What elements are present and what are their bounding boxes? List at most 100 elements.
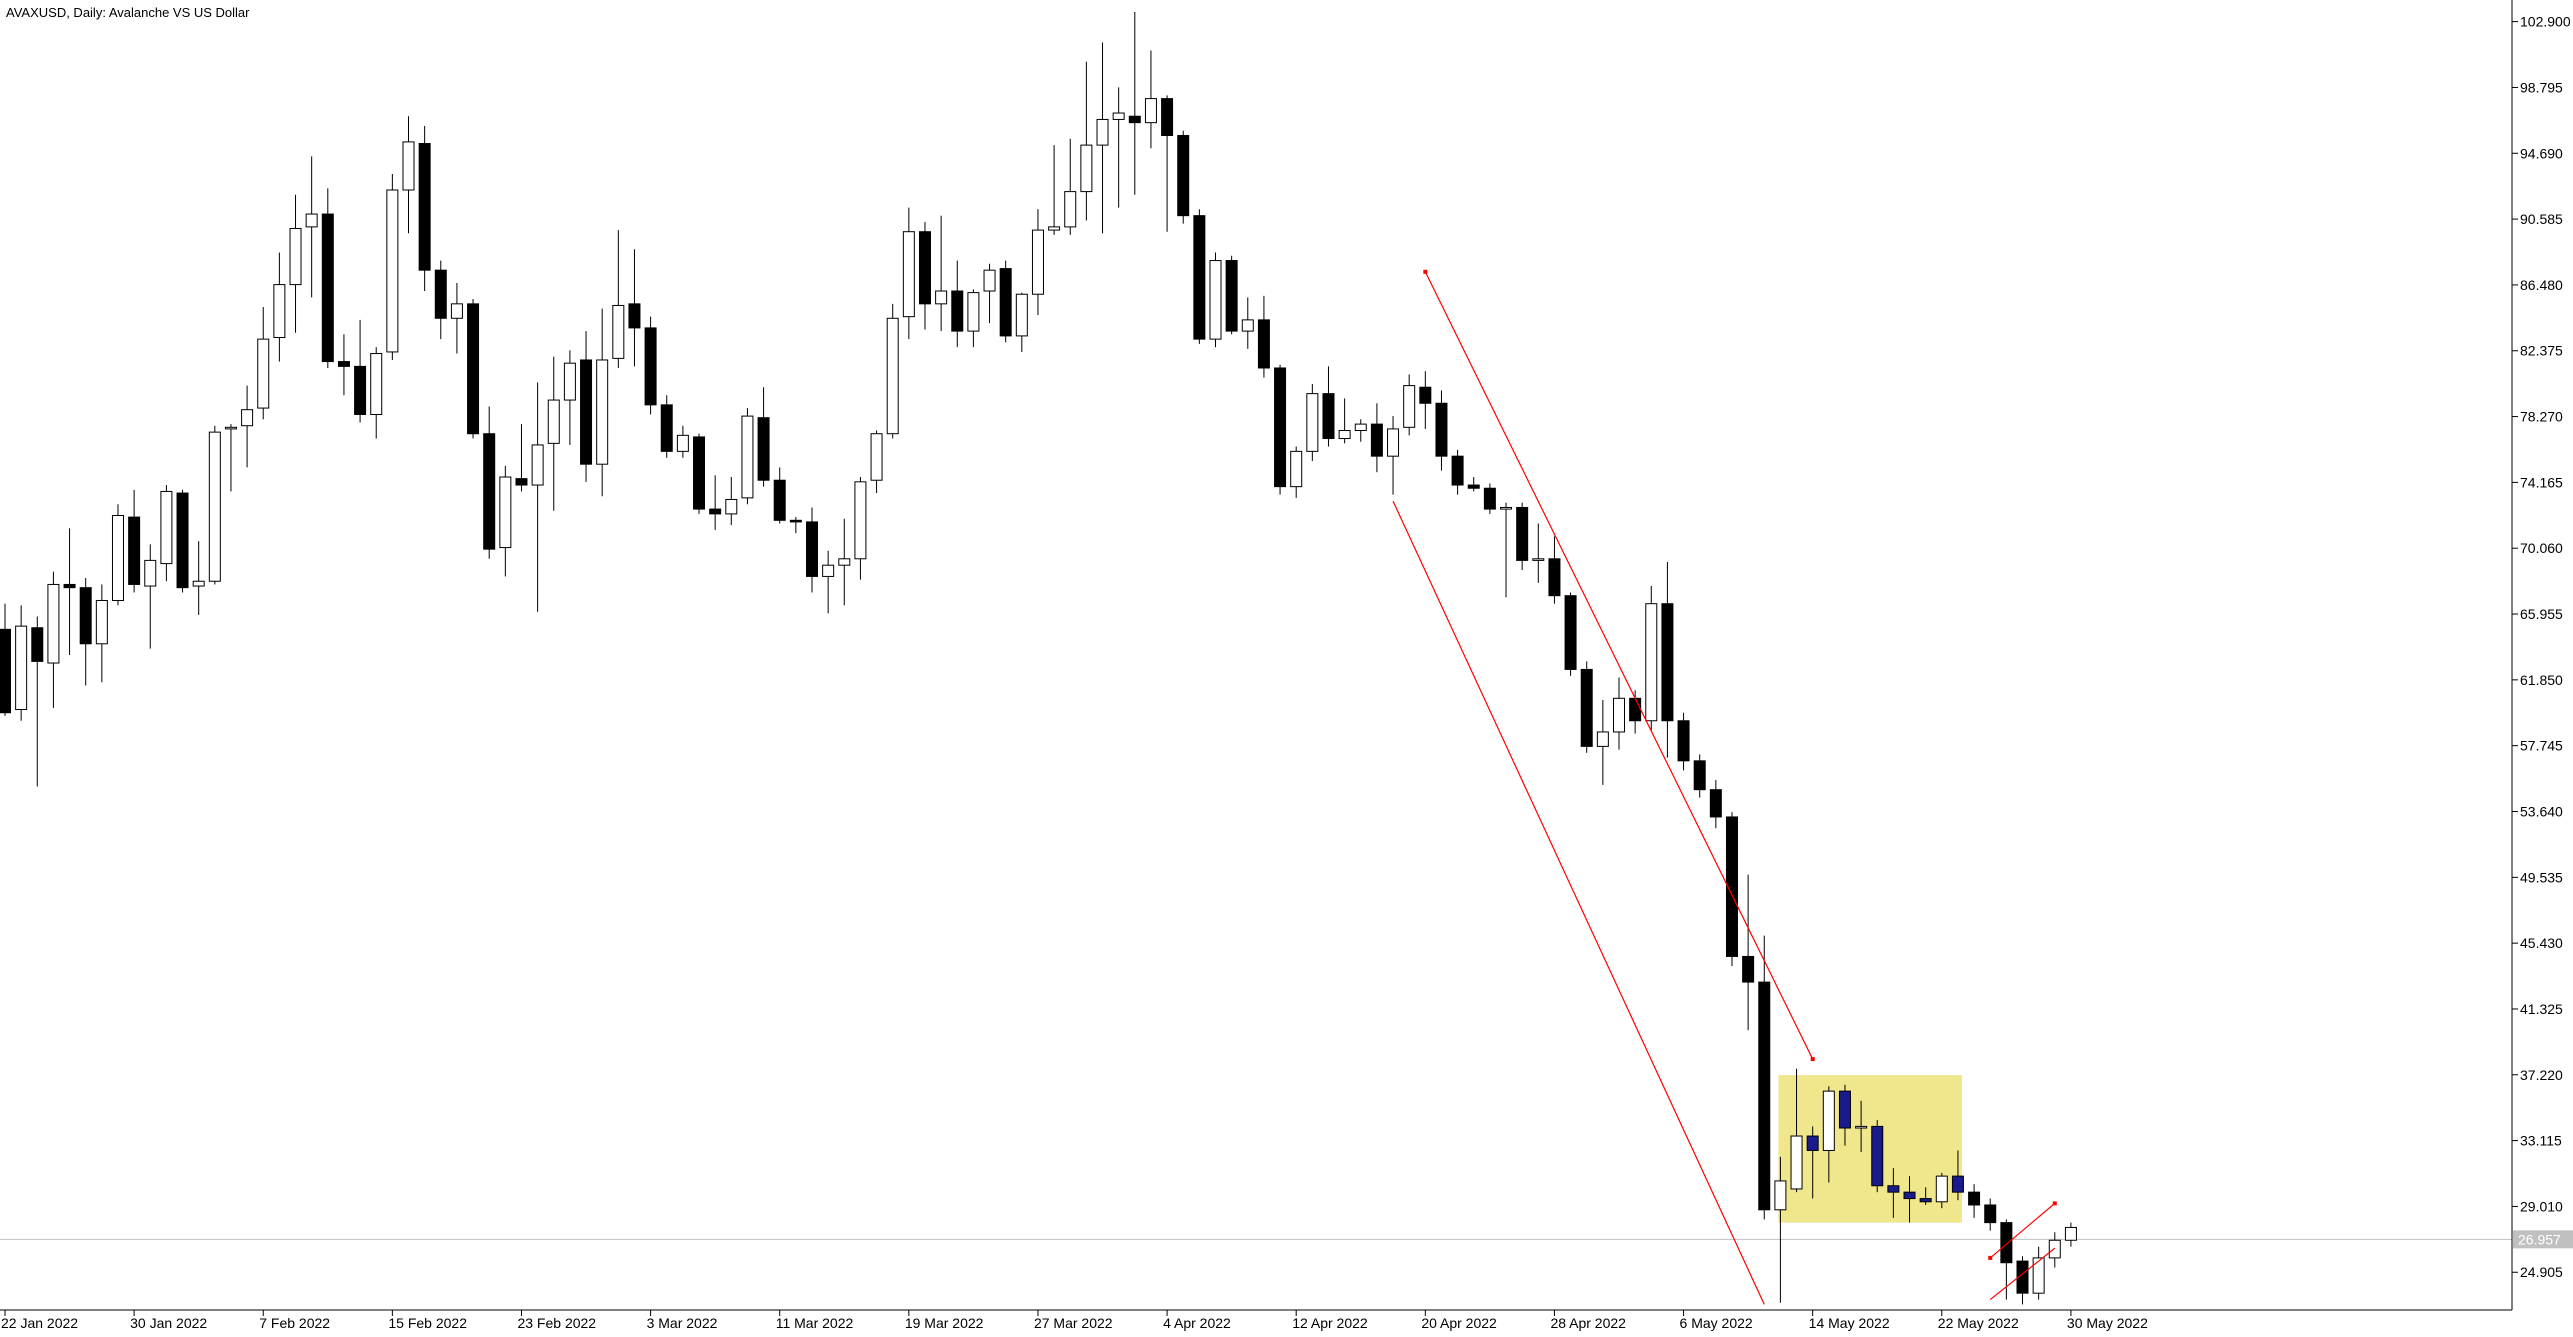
- candle[interactable]: [806, 507, 818, 593]
- candle[interactable]: [1677, 712, 1690, 771]
- candle[interactable]: [902, 207, 915, 340]
- candle[interactable]: [1128, 12, 1141, 195]
- candle[interactable]: [741, 408, 754, 505]
- candle[interactable]: [580, 331, 593, 482]
- candle[interactable]: [1209, 252, 1222, 348]
- candle[interactable]: [563, 350, 576, 445]
- candle[interactable]: [1822, 1086, 1835, 1183]
- trendline[interactable]: [1989, 1247, 2056, 1301]
- candle[interactable]: [95, 584, 108, 683]
- candle[interactable]: [935, 215, 948, 332]
- trendline-anchor[interactable]: [2052, 1201, 2057, 1206]
- candle[interactable]: [273, 252, 286, 362]
- candle[interactable]: [918, 222, 931, 330]
- candle[interactable]: [176, 489, 189, 593]
- candle[interactable]: [31, 616, 44, 787]
- candle[interactable]: [434, 260, 447, 340]
- candle[interactable]: [337, 334, 350, 396]
- candle[interactable]: [822, 550, 835, 614]
- candle[interactable]: [1596, 699, 1609, 785]
- candle[interactable]: [1645, 586, 1658, 731]
- candle[interactable]: [1322, 366, 1335, 447]
- candle[interactable]: [612, 230, 625, 368]
- candle[interactable]: [144, 544, 157, 649]
- candle[interactable]: [450, 283, 463, 354]
- trendline-anchor[interactable]: [1988, 1255, 1993, 1260]
- candle[interactable]: [2016, 1256, 2029, 1305]
- candle[interactable]: [1370, 403, 1383, 473]
- candle[interactable]: [773, 467, 786, 524]
- candle[interactable]: [1290, 446, 1303, 498]
- candle[interactable]: [983, 263, 996, 324]
- candle[interactable]: [467, 299, 480, 439]
- candle[interactable]: [128, 489, 141, 593]
- candle[interactable]: [531, 382, 544, 612]
- candle[interactable]: [1048, 145, 1061, 235]
- candle[interactable]: [1725, 812, 1738, 967]
- candle[interactable]: [1241, 297, 1254, 349]
- candle[interactable]: [208, 425, 221, 585]
- candle[interactable]: [1613, 677, 1625, 750]
- trendline[interactable]: [1392, 500, 1765, 1305]
- candle[interactable]: [1112, 87, 1125, 208]
- candle[interactable]: [1742, 874, 1755, 1031]
- candle[interactable]: [63, 528, 76, 655]
- candle[interactable]: [1806, 1126, 1819, 1199]
- candle[interactable]: [0, 603, 11, 716]
- candle[interactable]: [1193, 209, 1206, 344]
- candle[interactable]: [886, 303, 899, 439]
- candle[interactable]: [1387, 416, 1400, 495]
- candle[interactable]: [224, 424, 237, 492]
- candle[interactable]: [1693, 754, 1706, 798]
- candle[interactable]: [1838, 1084, 1851, 1146]
- candle[interactable]: [111, 504, 124, 606]
- candle[interactable]: [47, 571, 60, 708]
- candle[interactable]: [1919, 1187, 1932, 1205]
- candle[interactable]: [1758, 935, 1771, 1220]
- candle[interactable]: [596, 308, 609, 497]
- candle[interactable]: [1096, 42, 1109, 234]
- candle[interactable]: [693, 433, 706, 514]
- candle[interactable]: [854, 477, 867, 580]
- candle[interactable]: [1984, 1198, 1997, 1231]
- candle[interactable]: [1709, 780, 1722, 829]
- trendlines-layer[interactable]: [1392, 269, 2057, 1305]
- candle[interactable]: [1483, 483, 1496, 514]
- candle[interactable]: [838, 518, 851, 606]
- candle[interactable]: [660, 395, 673, 458]
- candle[interactable]: [321, 188, 334, 368]
- candle[interactable]: [1661, 562, 1674, 758]
- trendline-anchor[interactable]: [1423, 269, 1428, 274]
- candle[interactable]: [2064, 1222, 2077, 1247]
- candle[interactable]: [1935, 1172, 1948, 1209]
- candle[interactable]: [1580, 661, 1593, 753]
- candle[interactable]: [1500, 502, 1513, 598]
- candle[interactable]: [1225, 255, 1238, 335]
- candle[interactable]: [757, 387, 770, 487]
- candle[interactable]: [370, 347, 383, 439]
- candle[interactable]: [418, 125, 431, 292]
- candle[interactable]: [1887, 1168, 1900, 1218]
- candle[interactable]: [2032, 1246, 2045, 1300]
- candle[interactable]: [1467, 477, 1480, 492]
- candle[interactable]: [1451, 449, 1464, 495]
- candle[interactable]: [241, 385, 254, 468]
- candle[interactable]: [1257, 295, 1270, 378]
- trendline[interactable]: [1989, 1202, 2056, 1259]
- candle[interactable]: [628, 249, 641, 367]
- candle[interactable]: [547, 356, 560, 511]
- candle[interactable]: [1144, 50, 1157, 149]
- candle[interactable]: [1403, 374, 1416, 436]
- candle[interactable]: [1435, 390, 1448, 471]
- candle[interactable]: [1968, 1184, 1981, 1218]
- candle[interactable]: [305, 156, 318, 298]
- candle[interactable]: [289, 194, 302, 333]
- candle[interactable]: [725, 477, 738, 526]
- candle[interactable]: [1951, 1150, 1964, 1201]
- candle[interactable]: [499, 465, 512, 577]
- candle[interactable]: [951, 260, 964, 348]
- candle[interactable]: [999, 260, 1012, 343]
- candle[interactable]: [257, 307, 270, 420]
